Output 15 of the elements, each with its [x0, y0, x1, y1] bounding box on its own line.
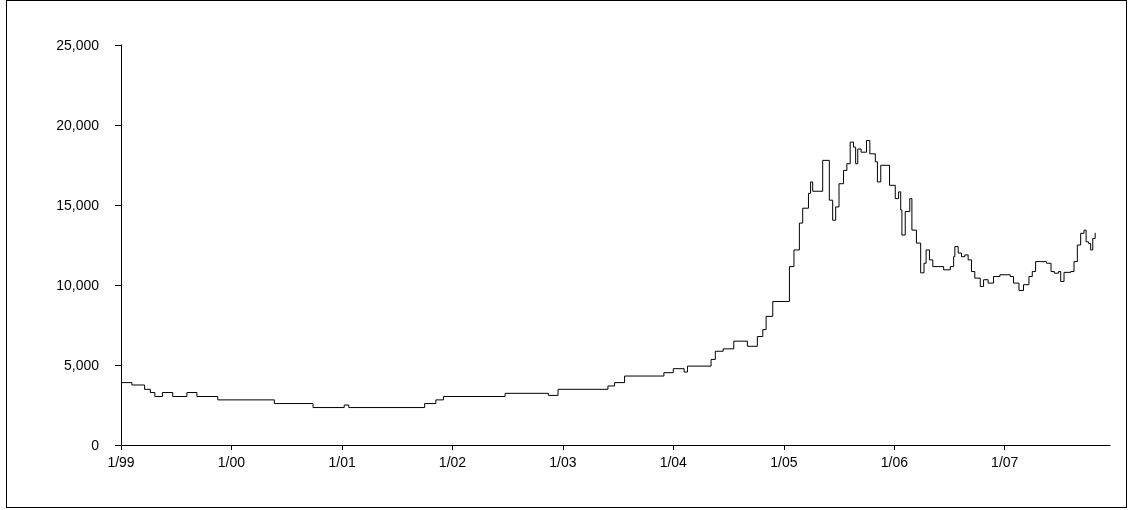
x-tick-label: 1/99	[107, 454, 135, 470]
x-tick-label: 1/04	[659, 454, 688, 470]
y-tick-label: 10,000	[56, 277, 100, 293]
x-tick-label: 1/07	[991, 454, 1019, 470]
y-tick-label: 25,000	[56, 37, 100, 53]
x-tick-label: 1/05	[770, 454, 798, 470]
x-tick-label: 1/00	[217, 454, 246, 470]
x-tick-label: 1/01	[328, 454, 356, 470]
y-tick-label: 20,000	[56, 117, 100, 133]
y-tick-label: 0	[91, 437, 100, 453]
x-tick-label: 1/02	[438, 454, 467, 470]
y-tick-label: 15,000	[56, 197, 100, 213]
y-tick-label: 5,000	[63, 357, 100, 373]
x-tick-label: 1/06	[880, 454, 909, 470]
x-tick-label: 1/03	[549, 454, 577, 470]
